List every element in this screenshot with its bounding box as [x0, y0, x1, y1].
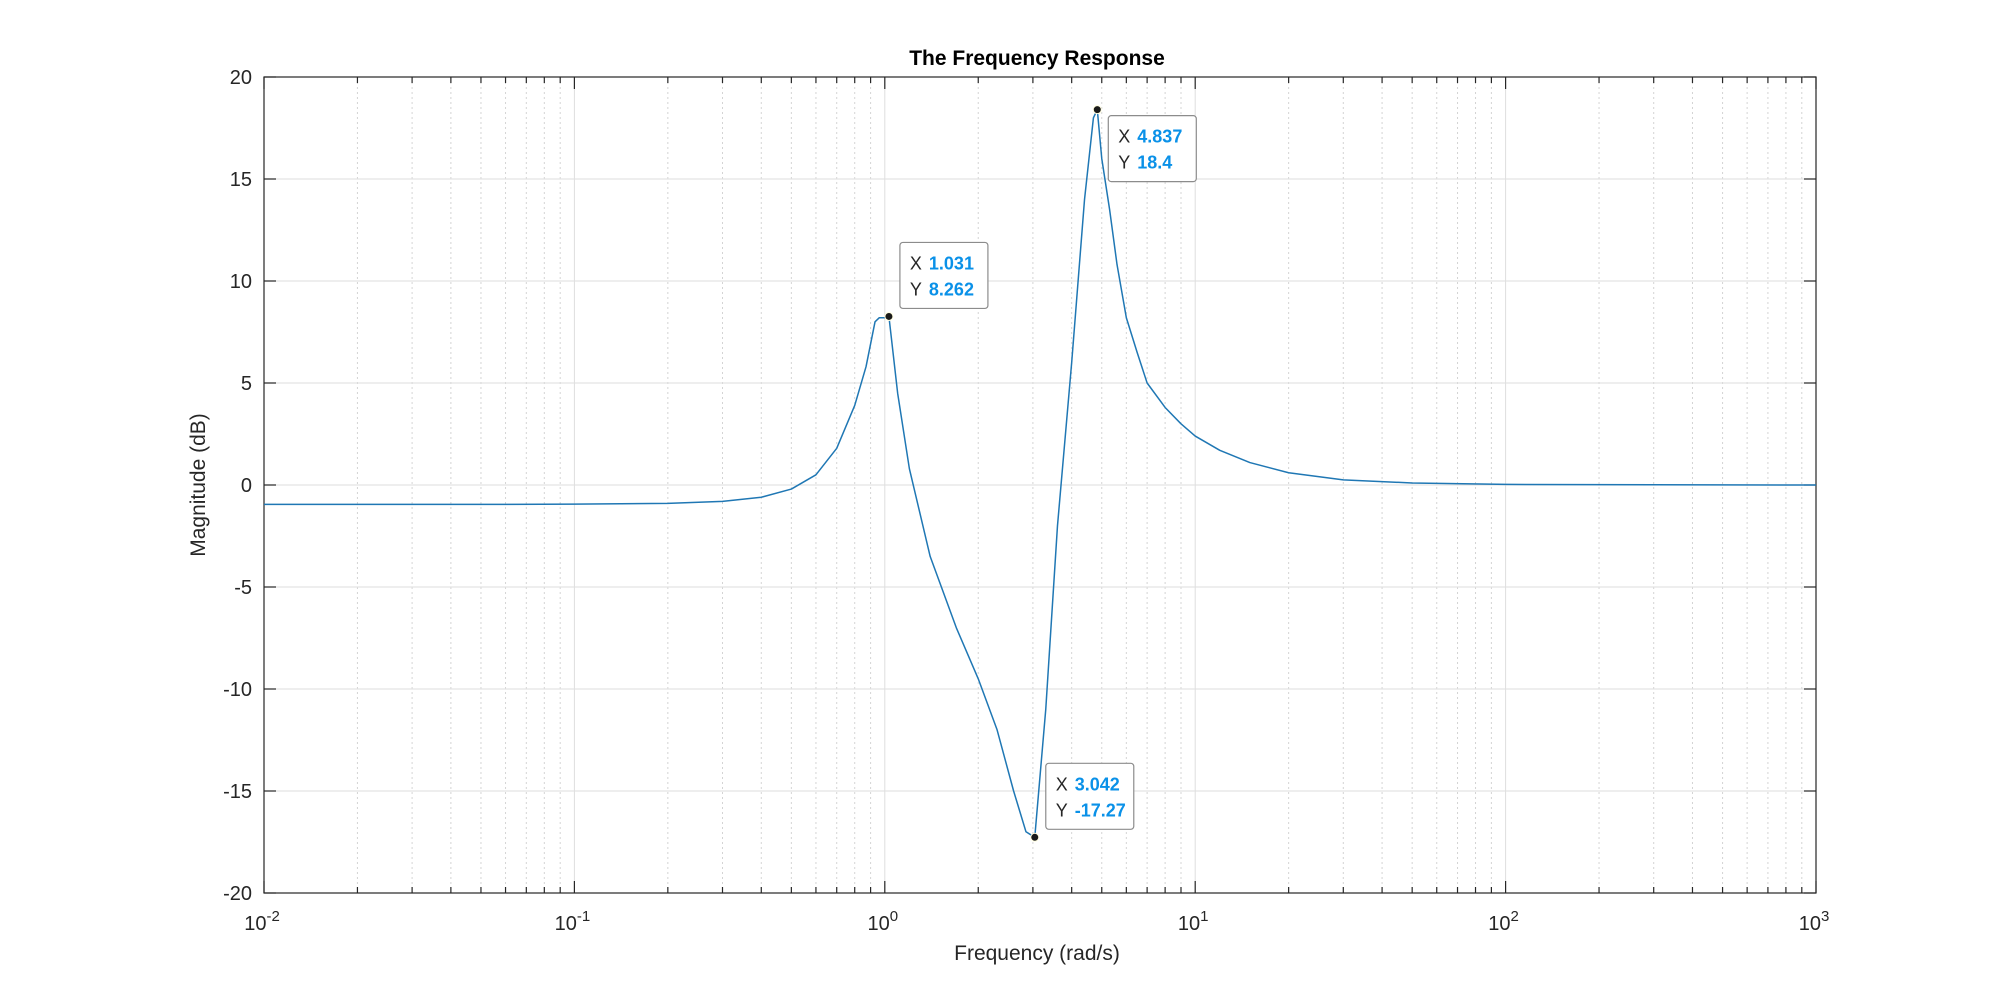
y-tick-labels: -20 -15 -10 -5 0 5 10 15 20: [223, 67, 252, 905]
y-tick-label: 10: [230, 271, 252, 293]
datatip-marker: [884, 311, 894, 321]
datatip-y-label: Y: [1118, 153, 1130, 173]
datatip-y-label: Y: [910, 279, 922, 299]
datatips: X 1.031 Y 8.262 X 3.042 Y -17.27 X 4.837 Y 18.4: [884, 105, 1197, 842]
x-tick-label: 100: [868, 908, 899, 935]
datatip-box: [899, 241, 989, 310]
y-tick-label: -15: [223, 781, 252, 803]
datatip: X 3.042 Y -17.27: [1030, 762, 1135, 842]
x-tick-label: 102: [1488, 908, 1519, 935]
datatip: X 4.837 Y 18.4: [1092, 105, 1197, 183]
datatip-x-value: 3.042: [1075, 774, 1120, 794]
y-axis-label: Magnitude (dB): [187, 413, 210, 557]
x-tick-label: 10-1: [555, 908, 591, 935]
x-tick-label: 103: [1799, 908, 1830, 935]
datatip-y-label: Y: [1056, 800, 1068, 820]
y-tick-label: 20: [230, 67, 252, 89]
x-axis-label: Frequency (rad/s): [954, 942, 1120, 965]
datatip-y-value: 8.262: [929, 279, 974, 299]
datatip: X 1.031 Y 8.262: [884, 241, 989, 321]
y-tick-label: 0: [241, 475, 252, 497]
datatip-marker: [1092, 105, 1102, 115]
y-tick-label: 5: [241, 373, 252, 395]
x-tick-label: 101: [1178, 908, 1209, 935]
datatip-x-value: 4.837: [1137, 127, 1182, 147]
chart-title: The Frequency Response: [909, 47, 1165, 70]
x-tick-label: 10-2: [244, 908, 280, 935]
datatip-box: [1045, 762, 1135, 830]
grid: [263, 76, 1817, 894]
datatip-marker: [1030, 832, 1040, 842]
datatip-y-value: 18.4: [1137, 153, 1172, 173]
y-tick-label: 15: [230, 169, 252, 191]
y-tick-label: -5: [234, 577, 252, 599]
datatip-x-label: X: [1056, 774, 1068, 794]
axis-ticks: [263, 76, 1817, 894]
datatip-box: [1107, 115, 1197, 183]
y-tick-label: -10: [223, 679, 252, 701]
y-tick-label: -20: [223, 883, 252, 905]
datatip-x-value: 1.031: [929, 253, 974, 273]
x-tick-labels: 10-2 10-1 100 101 102 103: [244, 908, 1829, 935]
datatip-x-label: X: [1118, 127, 1130, 147]
datatip-y-value: -17.27: [1075, 800, 1126, 820]
datatip-x-label: X: [910, 253, 922, 273]
